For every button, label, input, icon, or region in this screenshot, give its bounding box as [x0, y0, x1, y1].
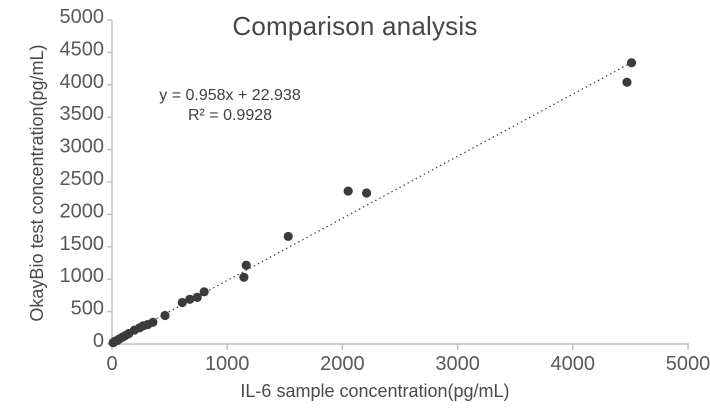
data-point — [192, 292, 202, 302]
y-tick-label: 3000 — [60, 136, 105, 158]
r-squared-value: R² = 0.9928 — [187, 107, 273, 124]
data-point — [199, 287, 209, 297]
x-axis-title: IL-6 sample concentration(pg/mL) — [240, 381, 510, 401]
y-tick-label: 2000 — [60, 200, 105, 222]
x-tick-label: 0 — [106, 353, 117, 375]
data-point — [177, 297, 187, 308]
data-point — [283, 231, 293, 242]
y-tick-label: 0 — [93, 330, 104, 352]
x-tick-label: 3000 — [435, 353, 480, 375]
data-point — [343, 186, 353, 196]
y-tick-label: 1000 — [60, 265, 105, 287]
y-tick-label: 2500 — [60, 168, 105, 190]
data-point — [148, 317, 158, 327]
x-tick-label: 4000 — [551, 353, 596, 375]
data-point — [241, 260, 251, 270]
data-point — [361, 188, 372, 198]
y-tick-label: 500 — [71, 298, 104, 320]
data-point — [239, 272, 249, 282]
x-tick-label: 1000 — [205, 353, 250, 375]
y-tick-label: 3500 — [60, 103, 105, 125]
trendline-equation: y = 0.958x + 22.938 — [159, 87, 301, 104]
data-point — [160, 310, 170, 321]
data-point — [185, 294, 195, 304]
y-tick-label: 4500 — [60, 38, 105, 60]
x-tick-label: 5000 — [666, 353, 710, 375]
y-axis-title: OkayBio test concentration(pg/mL) — [27, 44, 47, 322]
trendline-annotation: y = 0.958x + 22.938 R² = 0.9928 — [110, 86, 350, 126]
y-tick-label: 4000 — [60, 71, 105, 93]
y-tick-label: 5000 — [60, 6, 105, 28]
data-point — [622, 77, 632, 87]
chart-title: Comparison analysis — [232, 11, 478, 41]
y-tick-label: 1500 — [60, 233, 105, 255]
data-point — [626, 58, 637, 68]
trendline — [111, 62, 631, 344]
x-tick-label: 2000 — [320, 353, 365, 375]
